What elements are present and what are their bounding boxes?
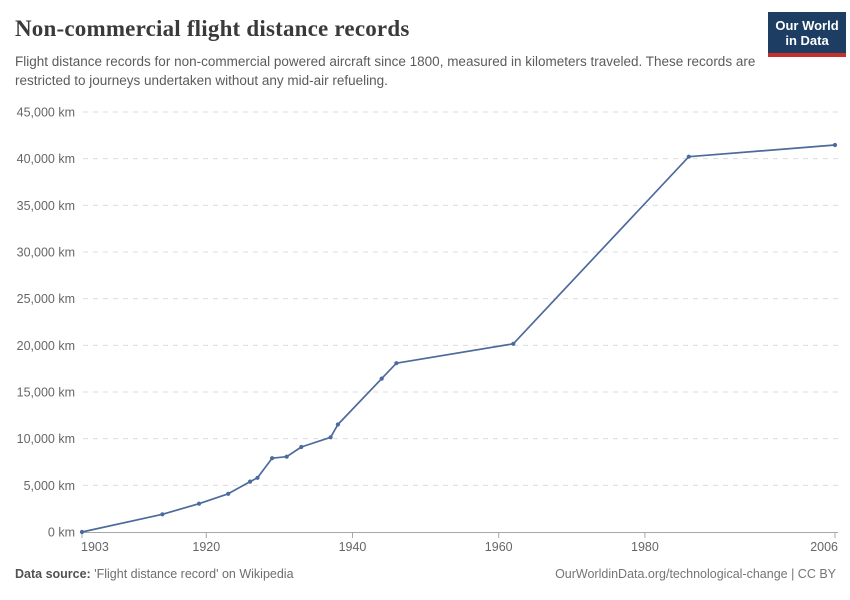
data-point <box>226 491 231 496</box>
data-point <box>511 341 516 346</box>
data-point <box>255 475 260 480</box>
data-line <box>81 144 836 533</box>
chart-subtitle: Flight distance records for non-commerci… <box>15 54 756 88</box>
data-point <box>79 529 85 535</box>
y-axis-label: 15,000 km <box>17 386 75 400</box>
y-axis-label: 10,000 km <box>17 432 75 446</box>
data-point <box>248 479 253 484</box>
owid-logo-line1: Our World <box>775 18 839 33</box>
owid-logo-line2: in Data <box>785 33 829 48</box>
data-source-text: 'Flight distance record' on Wikipedia <box>94 567 294 581</box>
x-axis-label: 1920 <box>192 540 220 554</box>
y-axis-label: 30,000 km <box>17 246 75 260</box>
data-point <box>686 154 691 159</box>
y-axis-label: 35,000 km <box>17 199 75 213</box>
x-axis-label: 1903 <box>81 540 109 554</box>
data-point <box>394 361 399 366</box>
data-point <box>196 501 202 506</box>
owid-logo-stripe <box>768 53 846 57</box>
data-point <box>832 142 838 148</box>
y-axis-label: 40,000 km <box>17 152 75 166</box>
data-point <box>328 435 333 440</box>
data-point <box>160 512 165 517</box>
owid-logo[interactable]: Our World in Data <box>768 12 846 57</box>
data-source: Data source: 'Flight distance record' on… <box>15 567 294 581</box>
y-axis-label: 45,000 km <box>17 106 75 120</box>
chart-footer: Data source: 'Flight distance record' on… <box>15 567 836 581</box>
x-axis-label: 1960 <box>485 540 513 554</box>
data-point <box>379 376 384 381</box>
y-axis-label: 5,000 km <box>24 479 75 493</box>
credit-link[interactable]: OurWorldinData.org/technological-change … <box>555 567 836 581</box>
data-point <box>299 444 304 450</box>
x-axis-label: 1980 <box>631 540 659 554</box>
data-point <box>284 454 289 459</box>
y-axis-label: 0 km <box>48 526 75 540</box>
x-axis-label: 1940 <box>339 540 367 554</box>
data-point <box>270 456 275 461</box>
y-axis-label: 20,000 km <box>17 339 75 353</box>
y-axis-label: 25,000 km <box>17 292 75 306</box>
data-point <box>335 422 340 427</box>
data-source-label: Data source: <box>15 567 91 581</box>
x-axis-label: 2006 <box>810 540 838 554</box>
page-title: Non-commercial flight distance records <box>15 16 410 41</box>
owid-logo-box: Our World in Data <box>768 12 846 53</box>
